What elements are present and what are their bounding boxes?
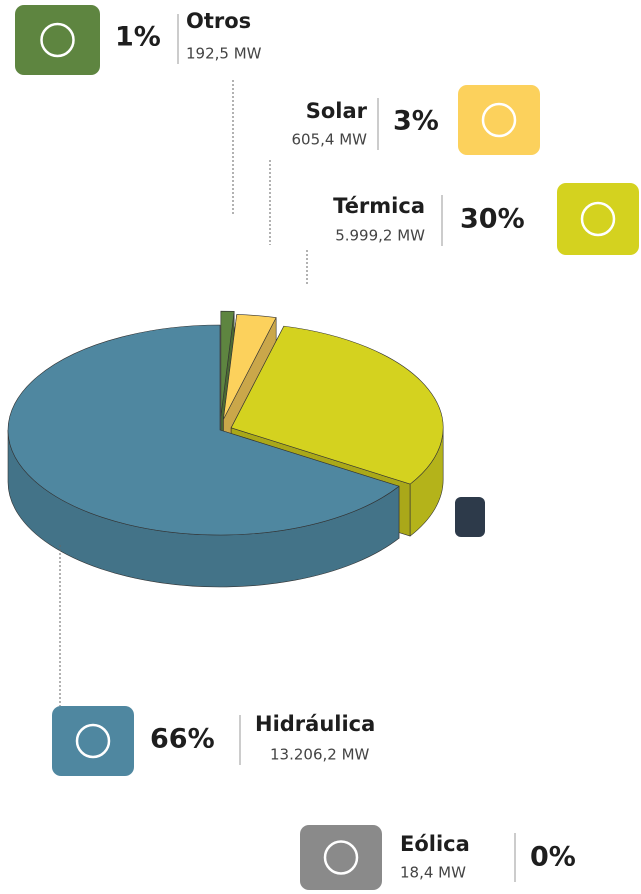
category-label: Solar: [306, 99, 368, 123]
power-label: 18,4 MW: [400, 864, 466, 882]
partial-icon: [455, 497, 485, 537]
category-label: Térmica: [333, 194, 425, 218]
category-label: Hidráulica: [255, 712, 375, 736]
category-icon: [458, 85, 540, 155]
slice: [220, 310, 235, 417]
category-icon: [15, 5, 100, 75]
power-label: 192,5 MW: [186, 45, 262, 63]
category-label: Eólica: [400, 832, 470, 856]
icon-glyph: [481, 102, 517, 138]
percent-label: 30%: [460, 204, 525, 235]
category-icon: [300, 825, 382, 890]
category-icon: [557, 183, 639, 255]
percent-label: 0%: [530, 842, 576, 873]
slice: [230, 325, 444, 485]
slice: [223, 314, 277, 420]
icon-glyph: [75, 723, 111, 759]
power-label: 13.206,2 MW: [270, 746, 370, 764]
icon-glyph: [580, 201, 616, 237]
power-label: 605,4 MW: [292, 131, 368, 149]
icon-glyph: [40, 22, 75, 58]
percent-label: 3%: [393, 106, 439, 137]
percent-label: 1%: [115, 22, 161, 53]
category-label: Otros: [186, 9, 251, 33]
slice: [7, 324, 400, 536]
power-label: 5.999,2 MW: [335, 227, 425, 245]
icon-glyph: [323, 840, 359, 875]
percent-label: 66%: [150, 724, 215, 755]
category-icon: [52, 706, 134, 776]
